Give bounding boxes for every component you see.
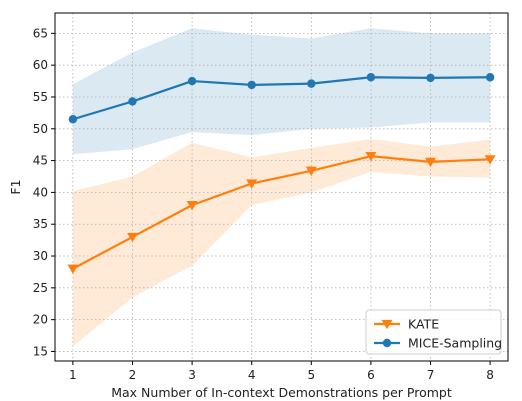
- x-axis-label: Max Number of In-context Demonstrations …: [111, 385, 452, 400]
- series-0-point-0: [67, 264, 79, 274]
- x-tick-label-8: 8: [486, 368, 494, 382]
- x-tick-label-4: 4: [248, 368, 256, 382]
- series-0-point-5: [365, 152, 377, 162]
- legend-marker-0: [381, 319, 393, 330]
- series-1-point-0: [68, 115, 78, 124]
- series-markers: [67, 73, 496, 274]
- series-1-point-6: [426, 73, 435, 83]
- series-1-point-4: [307, 79, 316, 88]
- legend-entry-1: MICE-Sampling: [408, 336, 502, 351]
- y-tick-label-40: 40: [33, 185, 48, 199]
- y-axis-label: F1: [8, 179, 23, 194]
- legend-marker-1: [382, 338, 392, 348]
- y-tick-label-15: 15: [33, 344, 48, 358]
- y-tick-label-25: 25: [33, 281, 48, 295]
- y-tick-label-65: 65: [33, 26, 48, 40]
- series-0-point-7: [484, 155, 496, 165]
- band-1: [72, 28, 491, 155]
- y-tick-label-45: 45: [33, 154, 48, 168]
- x-tick-label-6: 6: [367, 368, 375, 382]
- y-tick-label-30: 30: [33, 249, 48, 263]
- x-tick-label-7: 7: [427, 368, 435, 382]
- y-tick-label-55: 55: [33, 90, 48, 104]
- x-tick-label-2: 2: [129, 368, 137, 382]
- x-tick-label-5: 5: [307, 368, 315, 382]
- series-line-1: [72, 76, 491, 121]
- series-0-point-2: [186, 201, 198, 211]
- series-1-point-2: [187, 76, 197, 86]
- series-0-point-1: [126, 232, 138, 243]
- y-tick-label-35: 35: [33, 217, 48, 231]
- series-0-point-3: [246, 179, 258, 189]
- y-tick-label-20: 20: [33, 313, 48, 327]
- series-1-point-1: [128, 97, 137, 106]
- y-tick-label-50: 50: [33, 122, 48, 136]
- series-0-point-6: [425, 157, 437, 168]
- y-axis-ticks: 15 20 25 30 35 40 45 50 55 60 65: [33, 26, 55, 358]
- plot-area-frame: [54, 12, 509, 362]
- series-1-point-5: [366, 73, 376, 82]
- band-0: [72, 138, 491, 347]
- series-1-point-7: [485, 73, 495, 82]
- legend-entry-0: KATE: [408, 317, 439, 332]
- x-tick-label-3: 3: [188, 368, 196, 382]
- x-tick-label-1: 1: [69, 368, 77, 382]
- series-0-point-4: [305, 166, 317, 177]
- y-tick-label-60: 60: [33, 58, 48, 72]
- series-lines: [72, 76, 491, 270]
- x-axis-ticks: 1 2 3 4 5 6 7 8: [69, 361, 494, 382]
- confidence-bands: [72, 28, 491, 347]
- series-1-point-3: [247, 80, 256, 90]
- series-line-0: [72, 155, 491, 270]
- legend: KATE MICE-Sampling: [365, 309, 502, 355]
